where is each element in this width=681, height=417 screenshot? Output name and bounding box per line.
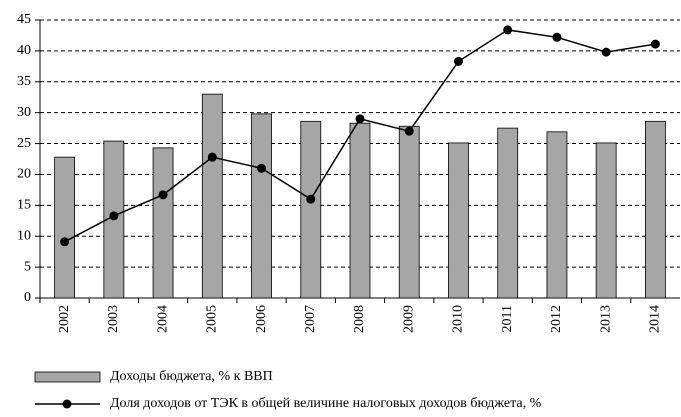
bar — [349, 122, 371, 299]
bar — [398, 125, 420, 299]
marker — [601, 47, 611, 57]
x-tick-label: 2005 — [205, 305, 220, 333]
y-tick-label: 45 — [17, 12, 31, 27]
legend-label: Доля доходов от ТЭК в общей величине нал… — [110, 396, 542, 411]
marker — [552, 32, 562, 42]
x-tick-label: 2010 — [451, 305, 466, 333]
y-tick-label: 35 — [17, 74, 31, 89]
bar — [201, 93, 223, 299]
x-tick-label: 2002 — [57, 305, 72, 333]
bar — [152, 147, 174, 299]
x-tick-label: 2007 — [303, 305, 318, 333]
marker — [109, 211, 119, 221]
bar — [54, 156, 76, 299]
marker — [207, 152, 217, 162]
x-tick-label: 2009 — [401, 305, 416, 333]
marker — [257, 163, 267, 173]
x-tick-label: 2008 — [352, 305, 367, 333]
bar — [595, 142, 617, 299]
marker — [650, 39, 660, 49]
x-tick-label: 2014 — [648, 305, 663, 333]
bar — [251, 113, 272, 299]
y-tick-label: 5 — [24, 259, 31, 274]
x-tick-label: 2013 — [598, 305, 613, 333]
marker — [60, 237, 70, 247]
legend-label: Доходы бюджета, % к ВВП — [110, 369, 273, 384]
marker — [404, 126, 414, 136]
x-tick-label: 2004 — [155, 305, 170, 333]
y-tick-label: 15 — [17, 198, 31, 213]
bar — [497, 127, 519, 299]
marker — [158, 190, 168, 200]
y-tick-label: 20 — [17, 167, 31, 182]
y-tick-label: 40 — [17, 43, 31, 58]
y-tick-label: 30 — [17, 105, 31, 120]
bar — [644, 120, 666, 299]
marker — [355, 114, 365, 124]
bar — [546, 131, 568, 299]
marker — [306, 194, 316, 204]
x-tick-label: 2011 — [500, 305, 515, 332]
bar — [300, 120, 322, 299]
x-tick-label: 2003 — [106, 305, 121, 333]
bar — [448, 142, 469, 299]
x-tick-label: 2006 — [254, 305, 269, 333]
marker — [453, 56, 463, 66]
legend-swatch — [34, 371, 101, 383]
x-tick-label: 2012 — [549, 305, 564, 333]
legend-marker — [62, 399, 72, 409]
marker — [503, 25, 513, 35]
y-tick-label: 0 — [24, 290, 31, 305]
y-tick-label: 25 — [17, 136, 31, 151]
y-tick-label: 10 — [17, 228, 31, 243]
